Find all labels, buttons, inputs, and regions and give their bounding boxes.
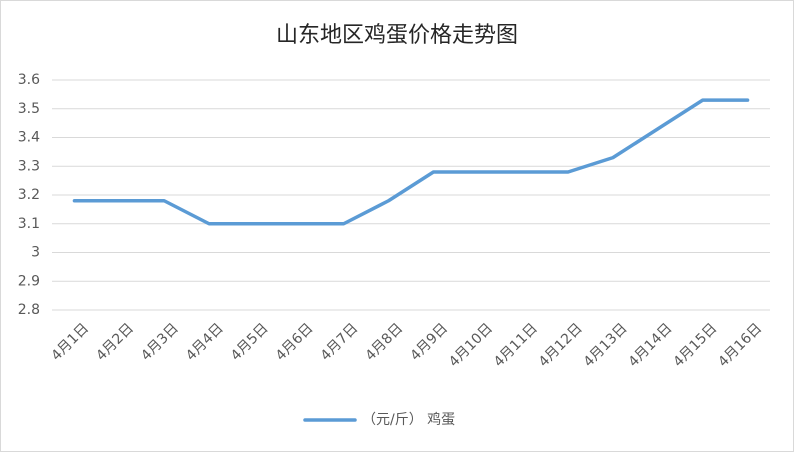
y-tick-label: 3.3 <box>18 158 40 174</box>
y-tick-label: 3.2 <box>18 187 40 203</box>
y-tick-label: 3.6 <box>18 72 40 88</box>
series-line <box>72 98 750 226</box>
y-tick-label: 2.8 <box>18 302 40 318</box>
y-tick-label: 3.5 <box>18 101 40 117</box>
legend-label: （元/斤） 鸡蛋 <box>362 411 455 428</box>
y-tick-label: 3.1 <box>18 216 40 232</box>
y-tick-label: 3 <box>31 245 40 261</box>
y-tick-label: 3.4 <box>18 130 40 146</box>
y-tick-label: 2.9 <box>18 273 40 289</box>
chart-title: 山东地区鸡蛋价格走势图 <box>276 23 518 48</box>
